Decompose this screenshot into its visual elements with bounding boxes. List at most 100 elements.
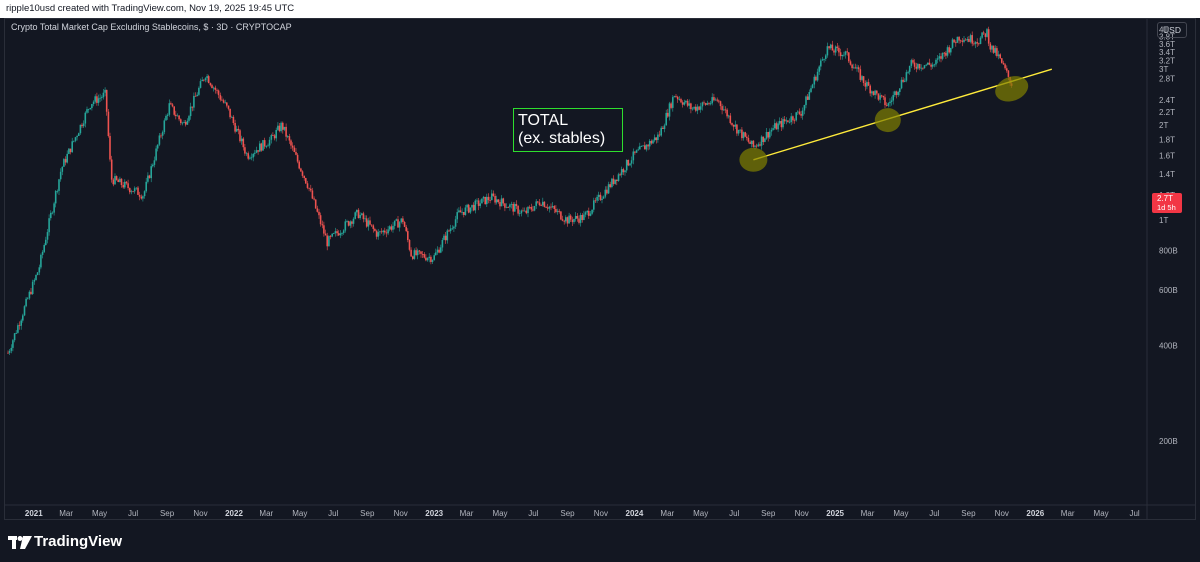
candle-body — [443, 235, 445, 240]
candle-body — [522, 210, 524, 212]
candle-body — [326, 235, 328, 247]
candle-body — [971, 35, 973, 44]
candle-body — [650, 140, 653, 144]
price-axis[interactable]: 4T3.8T3.6T3.4T3.2T3T2.8T2.4T2.2T2T1.8T1.… — [1159, 26, 1178, 446]
candle-body — [509, 204, 511, 208]
candle-body — [856, 67, 858, 69]
candle-body — [189, 106, 192, 117]
candle-body — [20, 320, 22, 326]
candle-body — [486, 196, 488, 205]
candle-body — [115, 176, 118, 180]
candle-body — [757, 144, 760, 147]
touch-point-highlight[interactable] — [874, 108, 901, 133]
candle-body — [747, 138, 750, 142]
candle-body — [576, 216, 579, 219]
candle-body — [642, 145, 644, 147]
candle-body — [785, 120, 788, 122]
candle-body — [114, 176, 116, 185]
candle-body — [663, 125, 666, 129]
candle-body — [71, 141, 73, 153]
candle-body — [25, 298, 27, 307]
candle-body — [894, 91, 896, 96]
candle-body — [372, 225, 375, 229]
candle-body — [54, 191, 57, 204]
touch-point-highlight[interactable] — [992, 72, 1032, 106]
candle-body — [273, 135, 276, 139]
candle-body — [607, 184, 610, 194]
candle-body — [941, 52, 944, 59]
candle-body — [212, 87, 215, 89]
candle-body — [275, 130, 277, 139]
symbol-title: Crypto Total Market Cap Excluding Stable… — [11, 22, 292, 32]
candle-body — [946, 47, 949, 56]
candle-body — [982, 32, 985, 34]
time-axis[interactable]: 2021 Mar May Jul Sep Nov 2022 Mar May Jul Sep Nov 20… — [25, 509, 1140, 518]
candle-body — [209, 83, 212, 86]
candles-layer — [7, 26, 1013, 355]
candle-body — [849, 61, 852, 65]
candle-body — [268, 139, 271, 146]
candle-body — [240, 138, 243, 142]
candle-body — [770, 129, 773, 132]
candle-body — [152, 164, 154, 167]
candle-body — [403, 222, 406, 227]
candle-body — [474, 200, 477, 211]
candle-body — [625, 159, 628, 171]
y-tick-label: 2.8T — [1159, 75, 1175, 84]
candle-body — [848, 52, 850, 62]
candle-body — [556, 210, 559, 212]
candle-body — [803, 105, 806, 111]
candle-body — [706, 103, 709, 105]
candle-body — [780, 121, 783, 128]
candle-body — [316, 208, 319, 212]
candle-body — [87, 109, 90, 110]
trendline-layer[interactable] — [739, 68, 1053, 172]
x-tick-label: Sep — [961, 509, 976, 518]
candle-body — [964, 39, 967, 41]
candle-body — [331, 233, 333, 237]
candle-body — [497, 199, 500, 202]
candle-body — [259, 143, 261, 152]
candle-body — [45, 239, 47, 245]
candle-body — [892, 95, 894, 101]
candle-body — [961, 40, 964, 42]
candle-body — [714, 99, 717, 101]
candle-body — [367, 220, 370, 227]
currency-button[interactable]: USD — [1157, 22, 1187, 38]
candle-body — [724, 109, 727, 111]
candle-body — [793, 120, 796, 122]
candle-body — [387, 229, 389, 234]
candle-body — [701, 102, 704, 107]
candle-body — [772, 128, 774, 130]
candle-body — [216, 89, 218, 91]
candle-body — [41, 251, 44, 255]
tradingview-logo-icon[interactable] — [8, 534, 32, 552]
touch-point-highlight[interactable] — [739, 147, 768, 172]
candle-body — [691, 108, 694, 110]
candle-body — [420, 251, 422, 254]
candle-body — [12, 340, 14, 348]
last-price-tag: 2.7T 1d 5h — [1152, 193, 1182, 213]
candle-body — [142, 196, 144, 199]
candle-body — [653, 137, 656, 141]
candle-body — [176, 115, 179, 117]
y-tick-label: 3.4T — [1159, 48, 1175, 57]
x-tick-label: Sep — [360, 509, 375, 518]
candle-body — [308, 187, 310, 189]
candle-body — [546, 207, 549, 209]
brand-name[interactable]: TradingView — [34, 533, 123, 550]
candle-body — [655, 137, 658, 140]
candle-body — [933, 64, 936, 66]
candle-body — [899, 88, 901, 92]
candle-body — [431, 259, 434, 262]
candle-body — [955, 42, 957, 44]
candle-body — [746, 136, 748, 138]
candle-body — [69, 148, 72, 153]
annotation-box[interactable]: TOTAL (ex. stables) — [513, 108, 623, 152]
candle-body — [365, 218, 368, 227]
candle-body — [890, 100, 893, 102]
candle-body — [560, 211, 562, 220]
candle-body — [527, 206, 529, 214]
candle-body — [708, 103, 710, 105]
